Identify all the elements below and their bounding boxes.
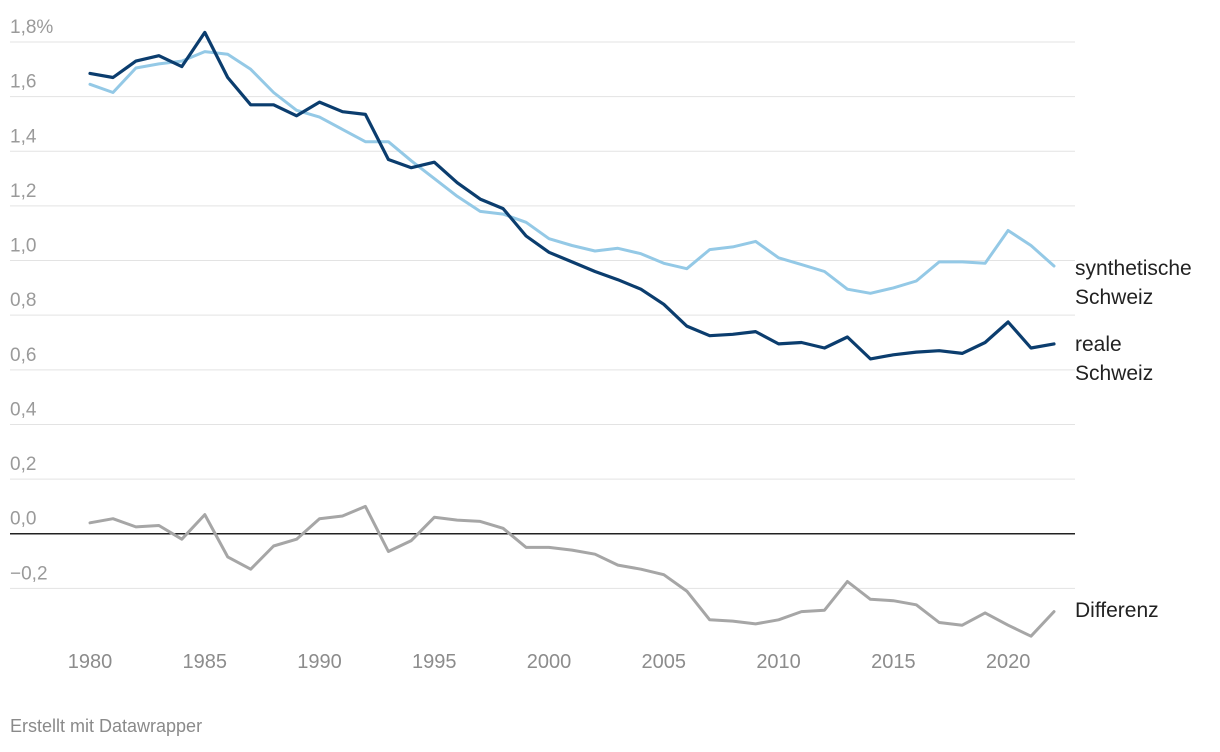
series-line-1 (88, 30, 1056, 361)
x-tick-label: 2005 (642, 651, 687, 673)
y-tick-label: 0,6 (10, 345, 36, 366)
y-tick-label: 0,4 (10, 399, 37, 420)
footer-credit: Erstellt mit Datawrapper (10, 716, 203, 736)
x-tick-label: 2000 (527, 651, 572, 673)
y-tick-label: 1,2 (10, 181, 36, 202)
series-label-0: synthetische (1075, 257, 1192, 280)
series-labels: synthetische Schweiz reale Schweiz Differenz (1075, 257, 1192, 622)
y-tick-label: 1,4 (10, 126, 37, 147)
y-tick-label: 0,0 (10, 509, 36, 530)
x-tick-label: 2015 (871, 651, 916, 673)
y-tick-label: 1,8% (10, 17, 53, 38)
series-label-1: reale (1075, 333, 1122, 356)
y-tick-label: 0,2 (10, 454, 36, 475)
y-tick-label: −0,2 (10, 563, 48, 584)
x-tick-label: 1990 (297, 651, 342, 673)
series-lines (88, 30, 1056, 638)
y-axis-tick-labels: 1,8% 1,6 1,4 1,2 1,0 0,8 0,6 0,4 0,2 0,0 −0,2 (10, 17, 53, 584)
x-tick-label: 2020 (986, 651, 1031, 673)
series-label-2: Differenz (1075, 599, 1159, 622)
x-tick-label: 1995 (412, 651, 457, 673)
y-tick-label: 1,0 (10, 236, 36, 257)
series-line-2 (88, 504, 1056, 638)
series-label-0: Schweiz (1075, 286, 1153, 309)
x-tick-label: 2010 (756, 651, 801, 673)
x-tick-label: 1985 (183, 651, 228, 673)
x-axis-tick-labels: 1980 1985 1990 1995 2000 2005 2010 2015 2020 (68, 651, 1031, 673)
y-tick-label: 1,6 (10, 72, 36, 93)
x-tick-label: 1980 (68, 651, 113, 673)
y-tick-label: 0,8 (10, 290, 36, 311)
gridlines (10, 41, 1075, 589)
series-label-1: Schweiz (1075, 362, 1153, 385)
